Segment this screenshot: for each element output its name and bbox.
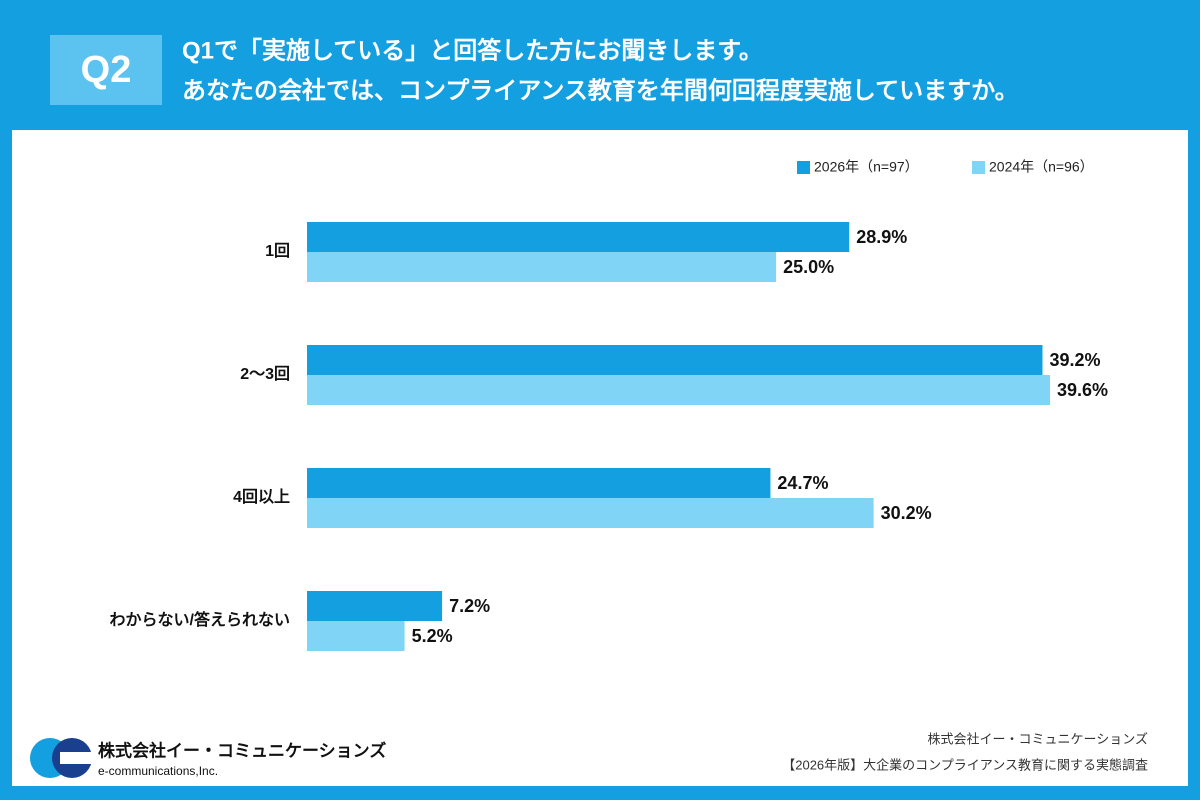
value-label: 5.2% bbox=[412, 626, 453, 646]
logo-stripe bbox=[60, 752, 100, 764]
value-label: 39.6% bbox=[1057, 380, 1108, 400]
bar bbox=[307, 345, 1043, 375]
chart-title: Q1で「実施している」と回答した方にお聞きします。 bbox=[182, 36, 763, 64]
category-label: わからない/答えられない bbox=[110, 610, 290, 629]
logo bbox=[30, 738, 100, 778]
bar bbox=[307, 498, 874, 528]
legend-label: 2026年（n=97） bbox=[814, 159, 919, 175]
bar bbox=[307, 621, 405, 651]
legend-swatch bbox=[972, 161, 985, 174]
value-label: 39.2% bbox=[1049, 350, 1100, 370]
legend-label: 2024年（n=96） bbox=[989, 159, 1094, 175]
value-label: 25.0% bbox=[783, 257, 834, 277]
question-number: Q2 bbox=[81, 49, 132, 91]
chart-subtitle: あなたの会社では、コンプライアンス教育を年間何回程度実施していますか。 bbox=[182, 76, 1019, 104]
logo-name: 株式会社イー・コミュニケーションズ bbox=[98, 740, 386, 760]
legend-swatch bbox=[797, 161, 810, 174]
bar bbox=[307, 591, 443, 621]
source-company: 株式会社イー・コミュニケーションズ bbox=[928, 731, 1148, 746]
category-label: 1回 bbox=[265, 242, 290, 260]
value-label: 28.9% bbox=[856, 227, 907, 247]
category-label: 4回以上 bbox=[233, 488, 290, 506]
question-box bbox=[50, 35, 162, 105]
bar bbox=[307, 252, 777, 282]
source-survey: 【2026年版】大企業のコンプライアンス教育に関する実態調査 bbox=[782, 757, 1148, 772]
value-label: 7.2% bbox=[449, 596, 490, 616]
value-label: 24.7% bbox=[777, 473, 828, 493]
bar bbox=[307, 222, 850, 252]
bar bbox=[307, 375, 1050, 405]
logo-sub: e-communications,Inc. bbox=[98, 764, 218, 778]
category-label: 2〜3回 bbox=[240, 365, 290, 383]
bar bbox=[307, 468, 771, 498]
value-label: 30.2% bbox=[881, 503, 932, 523]
